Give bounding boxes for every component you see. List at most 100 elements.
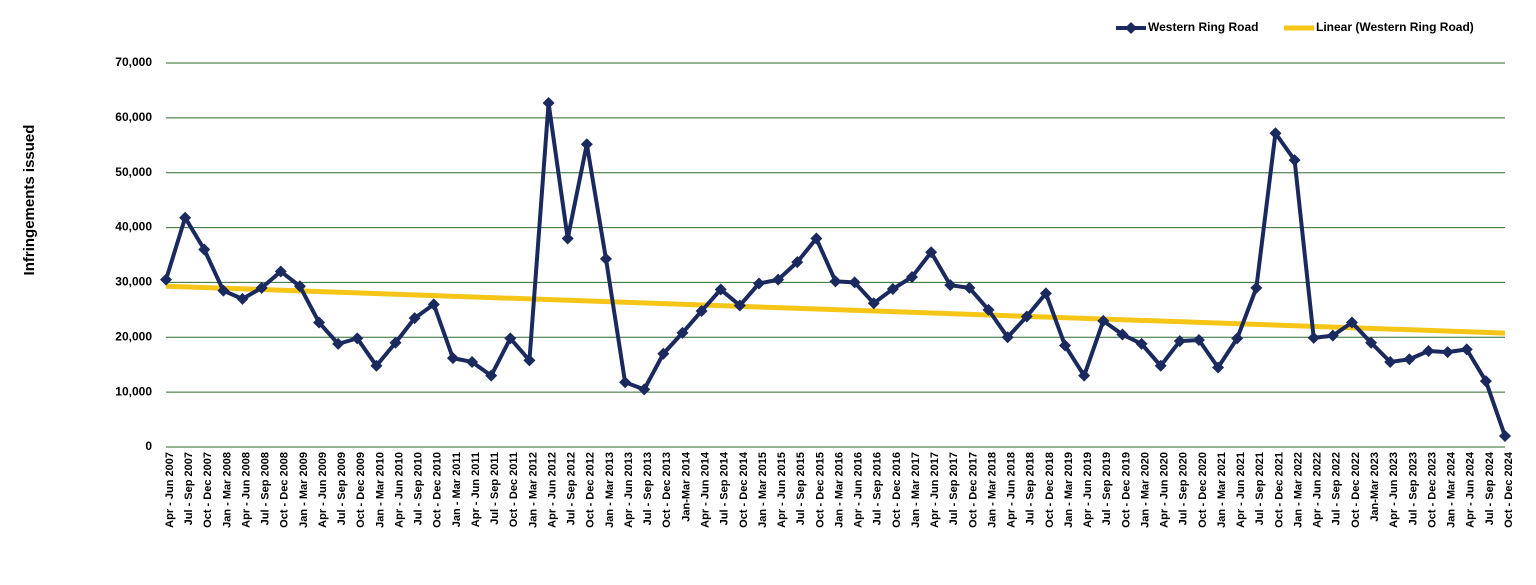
data-point [810,232,823,245]
x-tick-label: Apr - Jun 2021 [1235,452,1247,528]
x-tick-label: Oct - Dec 2019 [1120,452,1132,528]
data-point [1231,332,1244,345]
data-point [523,354,536,367]
data-point [274,265,287,278]
data-point [1384,355,1397,368]
x-tick-label: Jul - Sep 2017 [948,452,960,525]
x-tick-label: Apr - Jun 2020 [1159,452,1171,528]
x-tick-label: Apr - Jun 2008 [240,452,252,528]
data-point [906,270,919,283]
x-tick-label: Apr - Jun 2014 [700,451,712,528]
data-point [925,246,938,259]
x-tick-label: Jan - Mar 2019 [1063,452,1075,528]
data-point [1460,343,1473,356]
x-tick-label: Oct - Dec 2012 [585,452,597,528]
x-tick-label: Apr - Jun 2009 [317,452,329,528]
data-point [1173,335,1186,348]
data-point [1078,369,1091,382]
legend-label: Linear (Western Ring Road) [1316,20,1474,34]
data-point [791,256,804,269]
data-point [1269,127,1282,140]
x-tick-label: Jan - Mar 2009 [298,452,310,528]
y-tick-label: 20,000 [115,329,152,343]
data-point [1288,154,1301,167]
y-axis-label: Infringements issued [21,125,38,276]
data-point [466,355,479,368]
x-tick-label: Jan - Mar 2012 [527,452,539,528]
legend-label: Western Ring Road [1148,20,1258,34]
data-point [963,281,976,294]
data-point [293,280,306,293]
x-tick-label: Apr - Jun 2019 [1082,452,1094,528]
y-tick-label: 30,000 [115,275,152,289]
data-point [676,326,689,339]
x-tick-label: Jul - Sep 2009 [336,452,348,525]
x-tick-label: Jan - Mar 2008 [221,452,233,528]
data-point [1403,353,1416,366]
x-tick-label: Apr - Jun 2011 [470,452,482,527]
x-tick-label: Jul - Sep 2012 [566,452,578,525]
x-tick-label: Oct - Dec 2010 [432,452,444,528]
x-tick-label: Apr - Jun 2007 [164,452,176,528]
x-tick-label: Jul - Sep 2014 [719,451,731,525]
x-tick-label: Oct - Dec 2017 [967,452,979,528]
x-tick-label: Jan - Mar 2018 [986,452,998,528]
data-point [752,277,765,290]
data-point [332,337,345,350]
x-tick-label: Apr - Jun 2023 [1388,452,1400,528]
x-tick-label: Jul - Sep 2013 [642,452,654,525]
data-point [695,304,708,317]
data-point [733,299,746,312]
data-point [236,292,249,305]
data-point [982,303,995,316]
data-point [1499,430,1511,443]
x-tick-label: Jan - Mar 2020 [1139,452,1151,528]
x-tick-label: Oct - Dec 2009 [355,452,367,528]
x-tick-label: Jul - Sep 2020 [1178,452,1190,525]
data-point [1020,310,1033,323]
data-point [599,252,612,265]
x-tick-label: Jan-Mar 2023 [1369,452,1381,522]
data-point [255,281,268,294]
data-point [1192,334,1205,347]
x-tick-label: Oct - Dec 2015 [814,452,826,528]
data-point [1135,337,1148,350]
x-tick-label: Jan - Mar 2016 [833,452,845,528]
x-tick-label: Oct - Dec 2013 [661,452,673,528]
data-point [619,376,632,389]
data-point [867,297,880,310]
data-point [1097,314,1110,327]
data-point [446,352,459,365]
y-tick-label: 50,000 [115,165,152,179]
data-point [561,232,574,245]
data-point [1479,375,1492,388]
x-tick-label: Oct - Dec 2016 [891,452,903,528]
x-tick-label: Oct - Dec 2007 [202,452,214,528]
data-point [1116,328,1129,341]
data-point [1212,361,1225,374]
legend-marker [1125,22,1137,34]
data-point [351,332,364,345]
y-tick-label: 40,000 [115,220,152,234]
data-point [1039,287,1052,300]
x-tick-label: Jul - Sep 2011 [489,452,501,525]
x-tick-label: Oct - Dec 2022 [1350,452,1362,528]
x-tick-label: Apr - Jun 2012 [546,452,558,528]
data-point [427,298,440,311]
data-point [1345,316,1358,329]
x-tick-label: Jul - Sep 2018 [1025,452,1037,525]
x-tick-label: Apr - Jun 2010 [393,452,405,528]
x-tick-label: Oct - Dec 2024 [1503,451,1515,528]
data-point [1001,331,1014,344]
data-point [714,283,727,296]
trendline [165,283,1506,336]
data-point [370,359,383,372]
data-point [580,138,593,151]
x-tick-label: Apr - Jun 2022 [1312,452,1324,528]
x-tick-label: Jan - Mar 2013 [604,452,616,528]
data-point [217,284,230,297]
x-tick-label: Jan - Mar 2024 [1446,451,1458,528]
x-tick-label: Apr - Jun 2024 [1465,451,1477,528]
data-point [1326,329,1339,342]
y-tick-label: 10,000 [115,384,152,398]
